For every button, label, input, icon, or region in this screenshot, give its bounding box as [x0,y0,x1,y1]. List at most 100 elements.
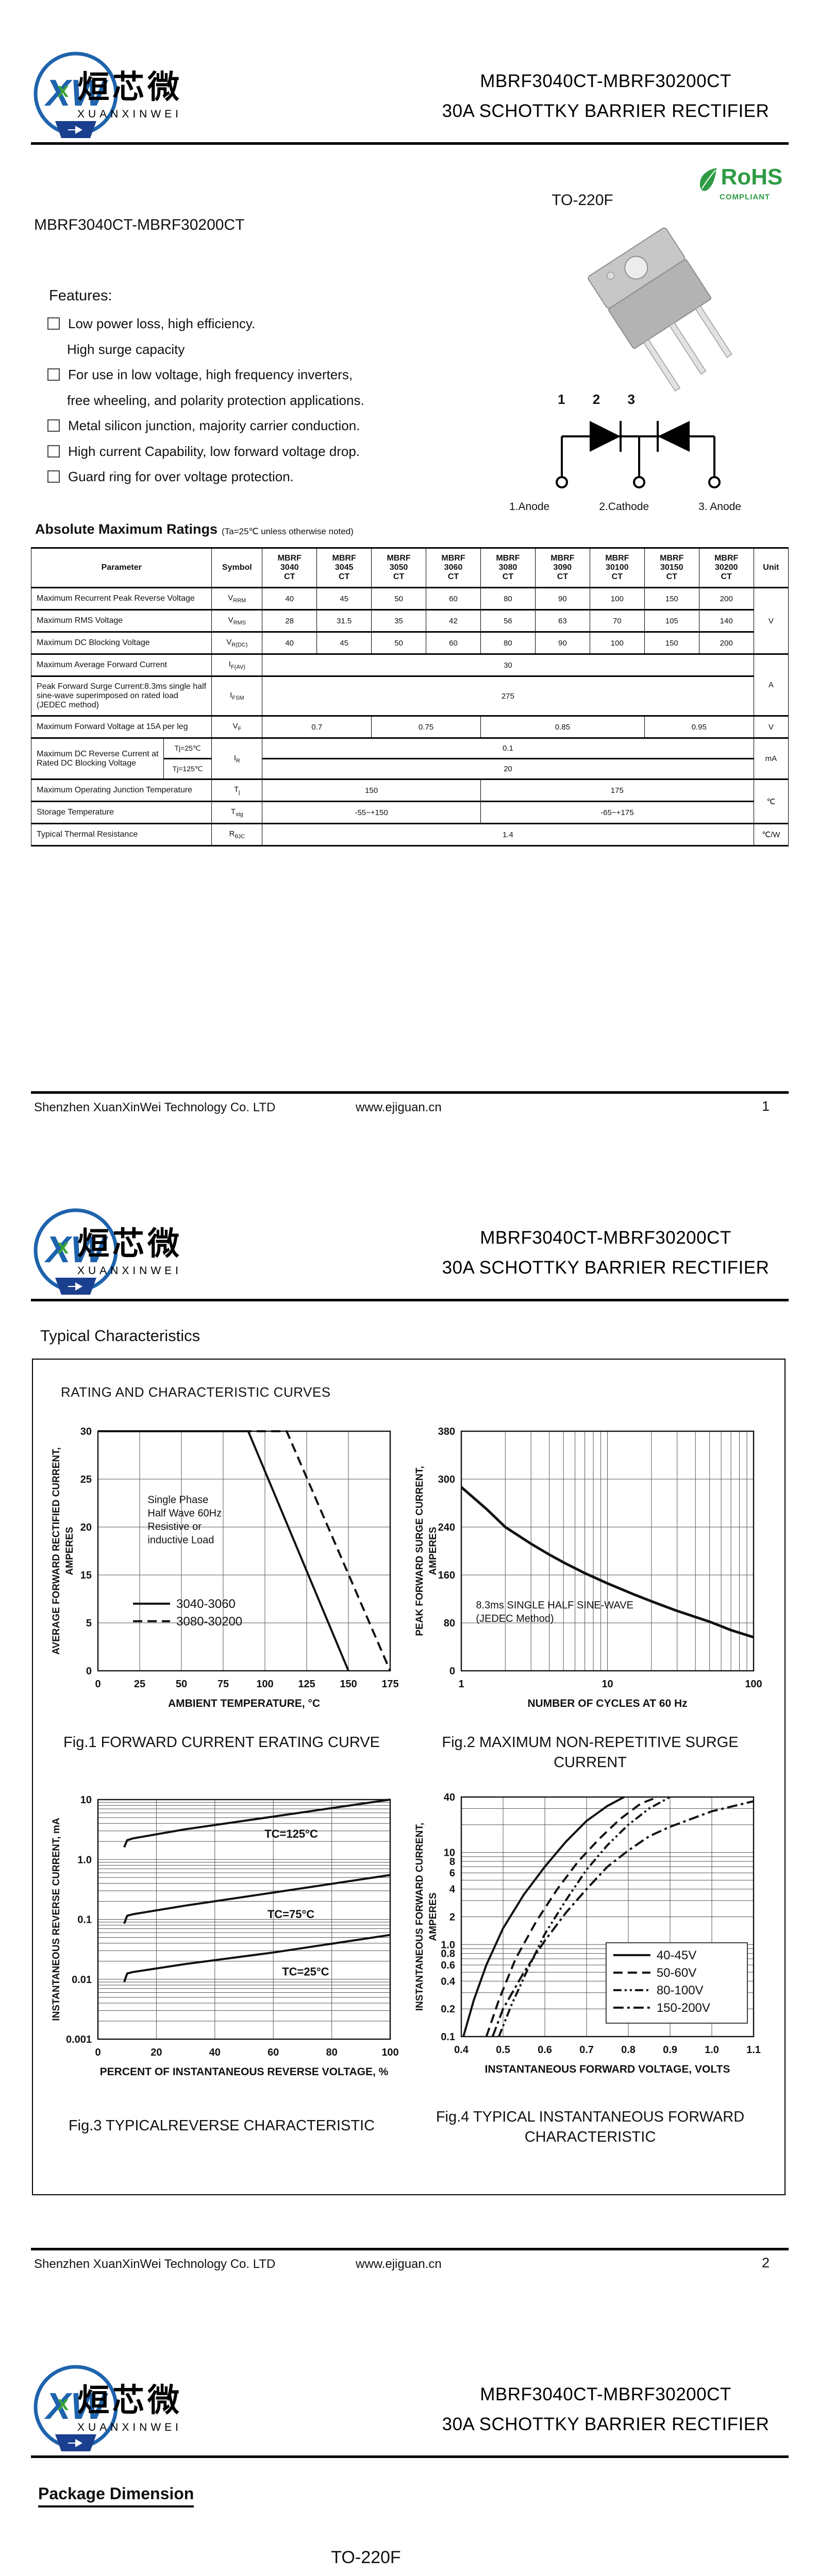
svg-text:160: 160 [438,1570,455,1581]
checkbox-icon [47,368,60,381]
company-logo: XW x [32,2365,156,2458]
value-cell: 80 [480,631,536,655]
value-cell: 200 [698,631,754,655]
doc-title-line1: MBRF3040CT-MBRF30200CT [480,2384,731,2404]
logo-chinese: 烜芯微 [77,68,183,106]
svg-text:80-100V: 80-100V [657,1984,704,1997]
svg-text:x: x [57,1235,69,1258]
value-cell: 0.1 [262,737,754,759]
logo-english: XUANXINWEI [77,2421,182,2433]
fig2-chart: 1 10 100 0 80 160 240 300 380 NUMBER OF CYCLES AT… [414,1426,762,1709]
svg-text:0.001: 0.001 [66,2034,92,2045]
svg-text:1.0: 1.0 [441,1939,455,1951]
svg-text:(JEDEC Method): (JEDEC Method) [476,1613,554,1624]
footer-company: Shenzhen XuanXinWei Technology Co. LTD [34,2257,276,2271]
svg-text:125: 125 [298,1679,315,1690]
svg-text:AMPERES: AMPERES [428,1893,439,1941]
amr-row: Maximum Recurrent Peak Reverse Voltage VR… [30,587,789,655]
fig2-caption: Fig.2 MAXIMUM NON-REPETITIVE SURGE CURRE… [442,1734,739,1771]
logo-english: XUANXINWEI [77,108,182,120]
pin-legend-cathode: 2.Cathode [599,501,649,513]
svg-text:175: 175 [381,1679,398,1690]
unit-cell: ℃/W [753,823,789,846]
logo-english: XUANXINWEI [77,1265,182,1277]
footer-rule [31,1091,789,1094]
logo-text-block: 烜芯微 XUANXINWEI [77,61,182,121]
svg-text:50-60V: 50-60V [657,1966,696,1980]
doc-title-line1: MBRF3040CT-MBRF30200CT [480,71,731,91]
package-name: TO-220F [552,192,613,209]
header-rule [31,1299,789,1301]
logo-text-block: 烜芯微 XUANXINWEI [77,2374,182,2434]
header-rule [31,142,789,145]
svg-text:3080-30200: 3080-30200 [176,1615,242,1629]
amr-row: Maximum Forward Voltage at 15A per leg VF… [30,715,789,739]
logo-chinese: 烜芯微 [77,1225,183,1262]
fig4-chart: 0.4 0.5 0.6 0.7 0.8 0.9 1.0 1.10.10.20.40.60.81… [414,1792,761,2075]
logo-mark-icon: XW x [34,2365,118,2451]
symbol-cell: Tj [211,778,263,802]
product-column-header: MBRF 3090 CT [535,547,590,588]
svg-text:80: 80 [444,1618,455,1629]
svg-text:0.6: 0.6 [441,1960,455,1971]
value-cell: 105 [644,609,699,633]
svg-text:0.1: 0.1 [77,1914,92,1926]
svg-text:8: 8 [449,1856,455,1868]
product-column-header: MBRF 30200 CT [698,547,754,588]
svg-text:0: 0 [86,1666,92,1677]
feature-text: High current Capability, low forward vol… [68,443,360,459]
pin-number-2: 2 [592,392,600,407]
svg-text:20: 20 [80,1522,92,1533]
value-cell: 35 [371,609,427,633]
amr-row: Tj=125℃ 20 [31,758,789,780]
package-dimension-title: Package Dimension [38,2484,194,2507]
feature-text: Metal silicon junction, majority carrier… [68,418,360,433]
svg-text:150-200V: 150-200V [657,2001,710,2015]
footer-company: Shenzhen XuanXinWei Technology Co. LTD [34,1100,276,1114]
curves-box-title: RATING AND CHARACTERISTIC CURVES [61,1384,331,1400]
feature-item: Metal silicon junction, majority carrier… [47,417,408,434]
svg-text:5: 5 [86,1618,92,1629]
symbol-cell: IR [211,737,263,780]
value-cell: 60 [426,631,481,655]
svg-text:AVERAGE FORWARD RECTIFIED CURR: AVERAGE FORWARD RECTIFIED CURRENT, [51,1447,62,1655]
amr-header-cell: Parameter [30,547,212,588]
svg-text:300: 300 [438,1474,455,1485]
svg-text:30: 30 [80,1426,92,1437]
rohs-compliant-text: COMPLIANT [720,193,771,201]
svg-text:0.01: 0.01 [72,1974,92,1986]
series-surge [460,1486,754,1639]
amr-row: Maximum Average Forward Current IF(AV) 30 A [30,653,789,717]
parameter-cell: Maximum Average Forward Current [30,653,212,677]
fig4-caption: Fig.4 TYPICAL INSTANTANEOUS FORWARD CHAR… [436,2109,745,2146]
svg-text:0.7: 0.7 [579,2044,594,2056]
svg-text:0.8: 0.8 [441,1948,455,1960]
condition-cell: Tj=125℃ [163,758,212,780]
amr-row: Maximum DC Blocking Voltage VR(DC) 40 45 50 6… [30,631,789,655]
svg-text:0: 0 [95,1679,101,1690]
parameter-cell: Peak Forward Surge Current:8.3ms single … [30,675,212,717]
page-1: XW x 烜芯微 XUANXINWEI MBRF3040CT-MBRF30200… [0,0,818,1157]
doc-title-line2: 30A SCHOTTKY BARRIER RECTIFIER [442,2414,770,2434]
symbol-cell: RθJC [211,823,263,846]
series-3080-30200 [98,1430,391,1671]
svg-text:0.4: 0.4 [441,1976,456,1987]
feature-item: Low power loss, high efficiency. [47,315,408,332]
svg-text:XW: XW [44,2386,109,2427]
svg-text:20: 20 [151,2047,162,2058]
fig3-caption: Fig.3 TYPICALREVERSE CHARACTERISTIC [68,2117,375,2134]
svg-text:inductive Load: inductive Load [147,1535,214,1546]
page-2: XW x 烜芯微 XUANXINWEI MBRF3040CT-MBRF30200… [0,1157,818,2313]
unit-cell: ℃ [753,778,789,824]
svg-text:150: 150 [340,1679,357,1690]
product-column-header: MBRF 30150 CT [644,547,699,588]
feature-text: High surge capacity [67,341,185,357]
feature-item: free wheeling, and polarity protection a… [47,392,408,409]
checkbox-icon [47,470,60,483]
svg-text:100: 100 [256,1679,273,1690]
value-cell: 0.7 [262,715,372,739]
value-cell: 56 [480,609,536,633]
value-cell: 175 [480,778,754,802]
checkbox-icon [47,445,60,457]
feature-text: Guard ring for over voltage protection. [68,469,294,484]
